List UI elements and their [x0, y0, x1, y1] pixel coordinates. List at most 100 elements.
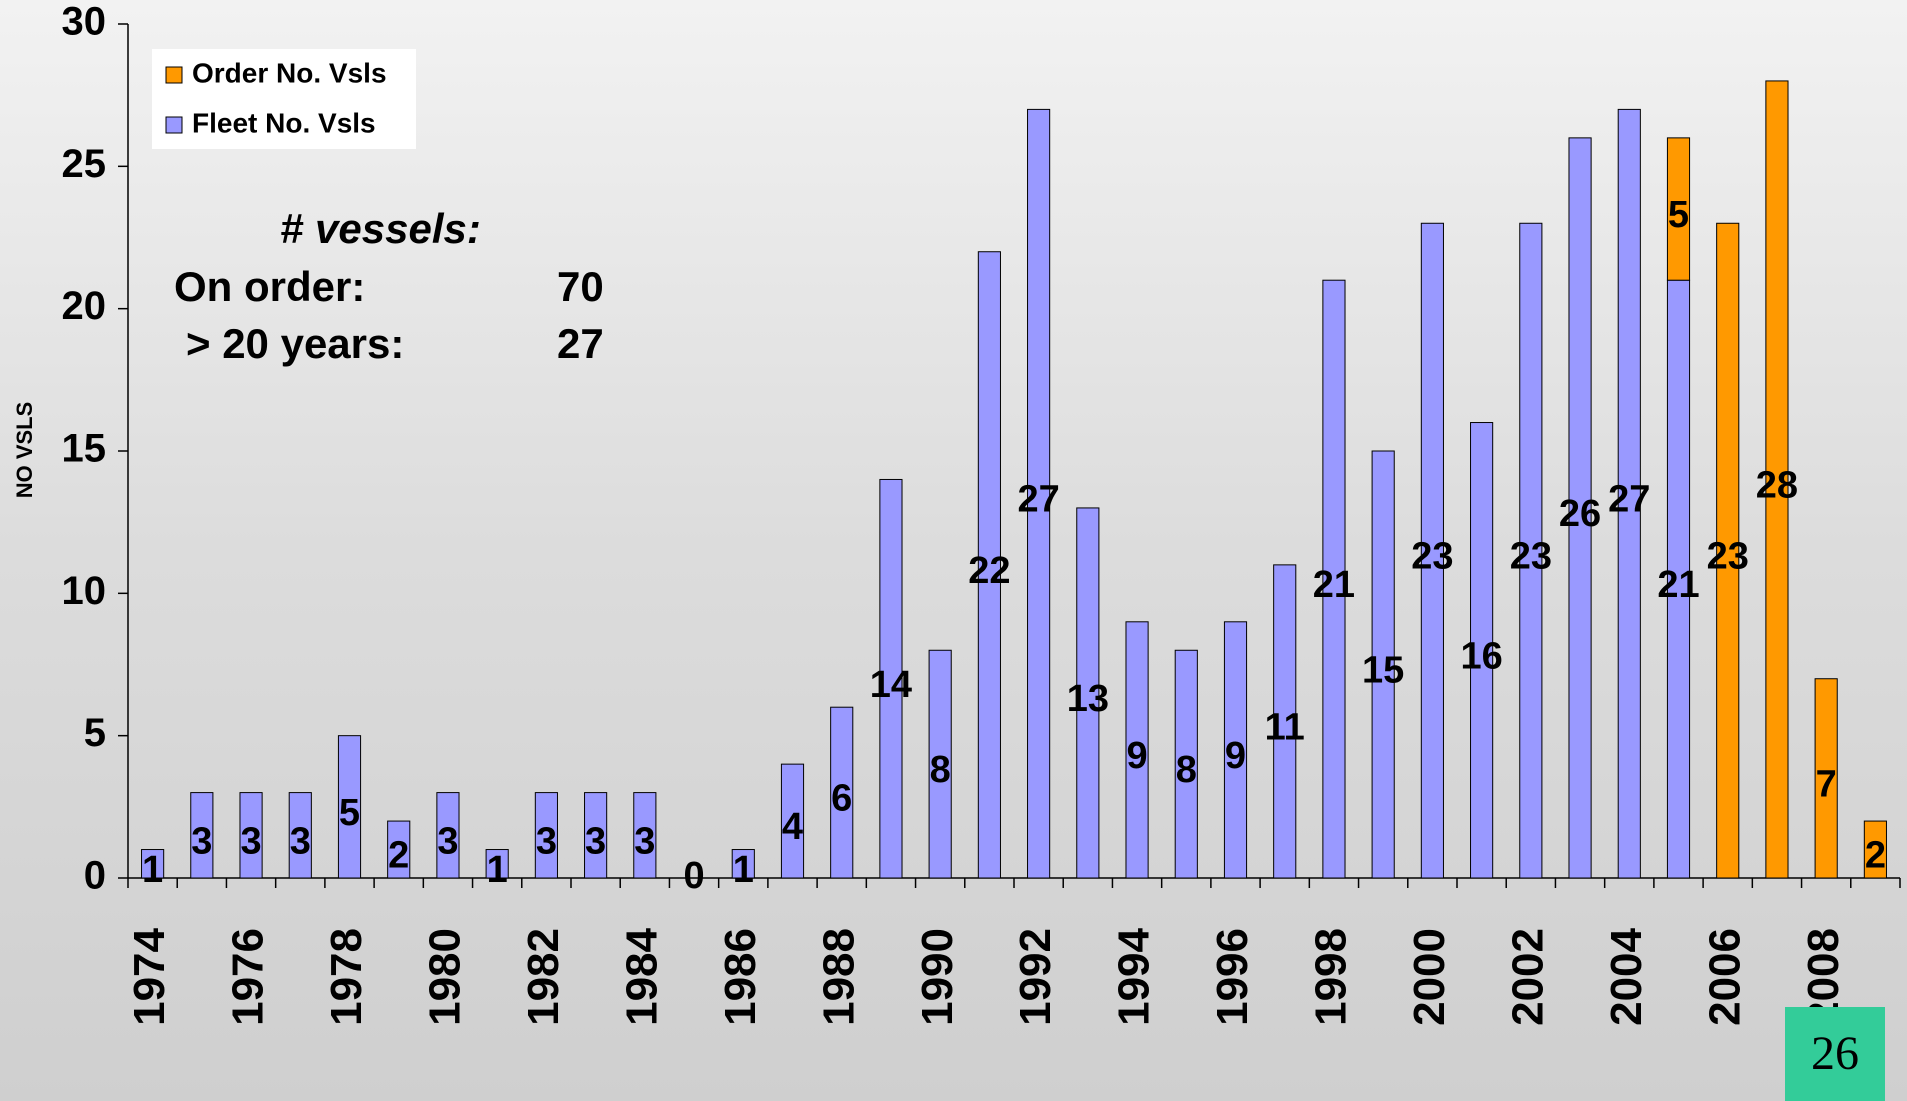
bar [977, 251, 1001, 879]
data-label: 1 [142, 849, 163, 891]
data-label: 2 [1865, 835, 1886, 877]
data-label: 3 [290, 820, 311, 862]
page-number-box [1785, 1007, 1885, 1101]
data-label: 9 [1126, 735, 1147, 777]
bar [879, 478, 903, 879]
bar [1125, 621, 1149, 879]
x-tick-label: 2004 [1602, 927, 1651, 1025]
data-label: 0 [683, 855, 704, 897]
bar [780, 763, 805, 879]
bar [1322, 279, 1346, 879]
bar [239, 792, 263, 879]
data-label: 23 [1707, 536, 1749, 578]
data-label: 2 [388, 835, 409, 877]
data-label: 1 [733, 849, 754, 891]
y-axis-label: NO VSLS [12, 402, 37, 499]
bar [534, 792, 558, 879]
bar [1765, 80, 1789, 879]
bar [928, 649, 952, 879]
data-label: 23 [1411, 536, 1453, 578]
x-tick-label: 1998 [1307, 928, 1356, 1026]
data-label: 15 [1362, 650, 1404, 692]
bar [436, 792, 460, 879]
bar [1470, 422, 1494, 879]
y-tick-label: 25 [62, 142, 107, 186]
x-tick-label: 1978 [322, 928, 371, 1026]
data-label: 26 [1559, 493, 1601, 535]
data-label: 3 [634, 820, 655, 862]
data-label: 14 [870, 664, 912, 706]
annotation-label: On order: [174, 263, 365, 310]
x-tick-label: 1986 [716, 928, 765, 1026]
bar [190, 792, 214, 879]
data-label: 6 [831, 778, 852, 820]
x-tick-label: 1994 [1110, 927, 1159, 1025]
data-label: 3 [585, 820, 606, 862]
x-tick-label: 2000 [1405, 928, 1454, 1026]
data-label: 5 [1668, 194, 1689, 236]
x-tick-label: 1988 [814, 928, 863, 1026]
x-tick-label: 2006 [1700, 928, 1749, 1026]
data-label: 21 [1313, 564, 1355, 606]
bar [337, 735, 362, 879]
data-label: 3 [240, 820, 261, 862]
legend-box [152, 49, 416, 149]
bar [1174, 649, 1198, 879]
y-tick-label: 20 [62, 284, 107, 328]
bar [584, 792, 608, 879]
x-tick-label: 1984 [617, 927, 666, 1025]
x-tick-label: 1980 [421, 928, 470, 1026]
annotation-heading: # vessels: [280, 205, 481, 252]
data-label: 1 [487, 849, 508, 891]
bar [1223, 621, 1248, 879]
annotation-value: 70 [557, 263, 604, 310]
bar [1076, 507, 1100, 879]
x-tick-label: 1992 [1011, 928, 1060, 1026]
bar [1273, 564, 1297, 879]
bar [141, 849, 165, 879]
legend-label: Fleet No. Vsls [192, 107, 376, 138]
bar [1568, 137, 1592, 879]
bar [387, 820, 411, 879]
data-label: 27 [1017, 479, 1059, 521]
legend-label: Order No. Vsls [192, 57, 387, 88]
y-tick-label: 0 [84, 854, 106, 898]
data-label: 8 [930, 749, 951, 791]
bar [830, 706, 854, 879]
data-label: 4 [782, 806, 803, 848]
y-tick-label: 15 [62, 427, 107, 471]
data-label: 27 [1608, 479, 1650, 521]
bar [1666, 137, 1691, 281]
legend-swatch [165, 66, 183, 84]
data-label: 9 [1225, 735, 1246, 777]
data-label: 16 [1460, 635, 1502, 677]
data-label: 8 [1176, 749, 1197, 791]
bar [1863, 820, 1887, 879]
bar [288, 792, 312, 879]
data-label: 23 [1510, 536, 1552, 578]
legend-swatch [165, 116, 183, 134]
y-tick-label: 5 [84, 711, 106, 755]
data-label: 21 [1657, 564, 1699, 606]
bar [1814, 678, 1838, 879]
data-label: 28 [1756, 464, 1798, 506]
x-tick-label: 2002 [1503, 928, 1552, 1026]
bar [1716, 222, 1740, 879]
data-label: 13 [1067, 678, 1109, 720]
bar [1027, 108, 1051, 879]
x-tick-label: 1990 [913, 928, 962, 1026]
y-tick-label: 10 [62, 569, 107, 613]
x-tick-label: 1996 [1208, 928, 1257, 1026]
data-label: 3 [437, 820, 458, 862]
annotation-label: > 20 years: [186, 320, 404, 367]
bar [1617, 108, 1641, 879]
bar [1420, 222, 1444, 879]
bar [1371, 450, 1395, 879]
data-label: 22 [968, 550, 1010, 592]
x-tick-label: 1974 [125, 927, 174, 1025]
bar [731, 849, 755, 879]
x-tick-label: 1976 [224, 928, 273, 1026]
data-label: 5 [339, 792, 360, 834]
bar [485, 849, 509, 879]
